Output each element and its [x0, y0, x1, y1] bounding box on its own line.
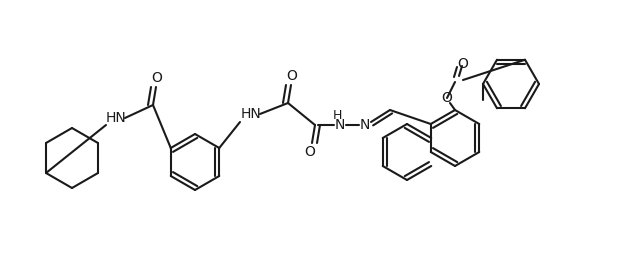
Text: N: N: [335, 118, 345, 132]
Text: O: O: [442, 91, 452, 105]
Text: H: H: [332, 109, 342, 121]
Text: O: O: [305, 145, 316, 159]
Text: HN: HN: [241, 107, 261, 121]
Text: O: O: [458, 57, 468, 71]
Text: HN: HN: [106, 111, 126, 125]
Text: O: O: [152, 71, 163, 85]
Text: N: N: [360, 118, 370, 132]
Text: O: O: [287, 69, 298, 83]
